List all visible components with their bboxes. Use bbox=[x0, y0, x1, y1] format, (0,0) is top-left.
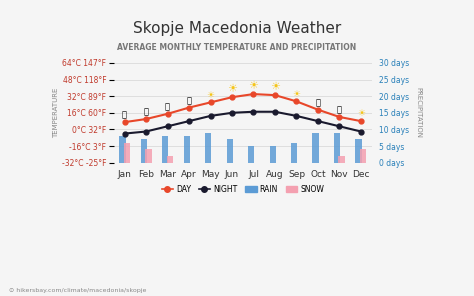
Bar bbox=[334, 133, 340, 163]
Text: ⊙ hikersbay.com/climate/macedonia/skopje: ⊙ hikersbay.com/climate/macedonia/skopje bbox=[9, 288, 147, 293]
Text: 🌤: 🌤 bbox=[337, 105, 342, 114]
Bar bbox=[162, 136, 168, 163]
Text: 🌤: 🌤 bbox=[122, 110, 127, 120]
Bar bbox=[119, 136, 126, 163]
Text: 🌤: 🌤 bbox=[187, 96, 191, 105]
Bar bbox=[205, 133, 211, 163]
Bar bbox=[141, 139, 147, 163]
Bar bbox=[338, 156, 345, 163]
Bar bbox=[270, 146, 276, 163]
Bar bbox=[248, 146, 255, 163]
Text: AVERAGE MONTHLY TEMPERATURE AND PRECIPITATION: AVERAGE MONTHLY TEMPERATURE AND PRECIPIT… bbox=[118, 43, 356, 52]
Bar bbox=[356, 139, 362, 163]
Text: 🌤: 🌤 bbox=[144, 107, 148, 116]
Text: ☀: ☀ bbox=[292, 90, 301, 99]
Bar bbox=[291, 143, 297, 163]
Bar bbox=[145, 149, 152, 163]
Text: 🌤: 🌤 bbox=[315, 98, 320, 107]
Text: ☀: ☀ bbox=[248, 81, 258, 91]
Bar bbox=[183, 136, 190, 163]
Text: 🌤: 🌤 bbox=[165, 102, 170, 111]
Text: ☀: ☀ bbox=[270, 83, 280, 93]
Bar bbox=[166, 156, 173, 163]
Text: ☀: ☀ bbox=[227, 85, 237, 95]
Bar bbox=[312, 133, 319, 163]
Y-axis label: TEMPERATURE: TEMPERATURE bbox=[53, 88, 59, 138]
Bar bbox=[360, 149, 366, 163]
Legend: DAY, NIGHT, RAIN, SNOW: DAY, NIGHT, RAIN, SNOW bbox=[158, 182, 327, 197]
Text: ☀: ☀ bbox=[357, 110, 365, 118]
Bar bbox=[124, 143, 130, 163]
Text: Skopje Macedonia Weather: Skopje Macedonia Weather bbox=[133, 21, 341, 36]
Bar bbox=[227, 139, 233, 163]
Y-axis label: PRECIPITATION: PRECIPITATION bbox=[415, 87, 421, 138]
Text: ☀: ☀ bbox=[207, 91, 215, 100]
